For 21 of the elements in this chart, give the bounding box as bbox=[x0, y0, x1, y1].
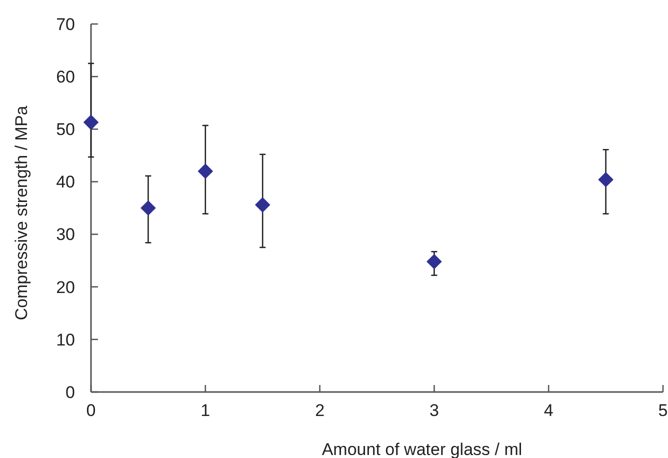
y-tick-label: 20 bbox=[56, 278, 75, 297]
point bbox=[198, 164, 214, 179]
point bbox=[83, 114, 99, 130]
y-tick-label: 60 bbox=[56, 68, 75, 87]
y-tick-label: 50 bbox=[56, 120, 75, 140]
y-tick-label: 0 bbox=[66, 382, 75, 402]
x-tick-label: 0 bbox=[86, 401, 96, 420]
point bbox=[598, 172, 614, 188]
x-tick-label: 1 bbox=[200, 401, 210, 420]
point bbox=[140, 200, 156, 216]
x-tick-label: 2 bbox=[315, 401, 325, 420]
y-tick-label: 10 bbox=[56, 330, 75, 350]
x-tick-label: 5 bbox=[658, 401, 668, 420]
point bbox=[254, 197, 270, 213]
y-axis-title: Compressive strength / MPa bbox=[12, 105, 31, 320]
y-tick-label: 30 bbox=[56, 225, 75, 244]
y-tick-label: 40 bbox=[56, 172, 75, 192]
y-tick-label: 70 bbox=[56, 14, 75, 34]
x-tick-label: 3 bbox=[429, 401, 439, 420]
x-tick-label: 4 bbox=[544, 401, 554, 420]
point bbox=[426, 254, 442, 270]
